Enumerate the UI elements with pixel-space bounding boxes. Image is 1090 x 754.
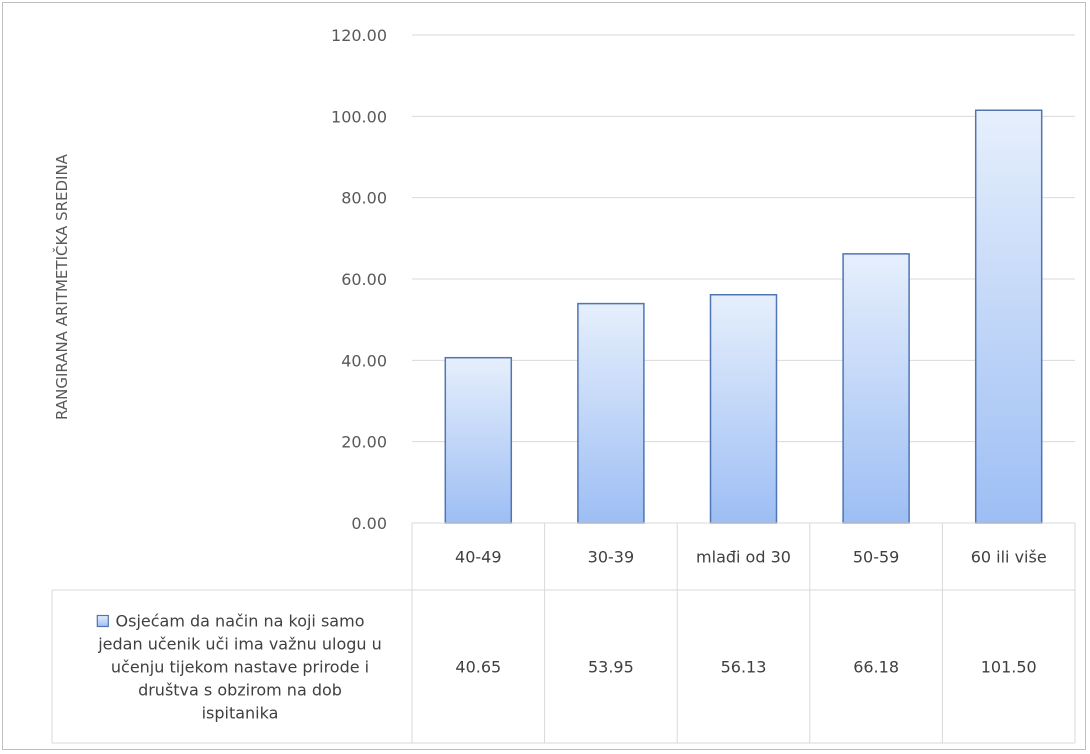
data-table: 40-49 30-39 mlađi od 30 50-59 60 ili više 40.… (51, 522, 1076, 744)
table-value: 56.13 (721, 658, 767, 677)
category-label: 60 ili više (971, 548, 1047, 567)
gridlines (412, 34, 1075, 443)
legend-marker (96, 614, 109, 628)
category-label: 50-59 (853, 548, 900, 567)
bar (444, 356, 513, 524)
table-value: 40.65 (455, 658, 501, 677)
y-tick-label: 40.00 (341, 351, 387, 370)
y-axis-ticks: 0.00 20.00 40.00 60.00 80.00 100.00 120.00 (331, 26, 387, 533)
y-tick-label: 60.00 (341, 270, 387, 289)
bar (842, 253, 910, 524)
table-value: 101.50 (981, 658, 1037, 677)
y-tick-label: 20.00 (341, 433, 387, 452)
table-value: 66.18 (853, 658, 899, 677)
category-label: 30-39 (588, 548, 635, 567)
y-tick-label: 100.00 (331, 107, 387, 126)
y-tick-label: 0.00 (351, 514, 387, 533)
bars (444, 109, 1043, 524)
legend-series-label: Osjećam da način na koji samo jedan učeni… (97, 612, 382, 723)
category-label: mlađi od 30 (696, 548, 791, 567)
y-tick-label: 80.00 (341, 189, 387, 208)
y-tick-label: 120.00 (331, 26, 387, 45)
table-value: 53.95 (588, 658, 634, 677)
legend: Osjećam da način na koji samo jedan učeni… (96, 612, 382, 723)
bar (709, 293, 778, 524)
bar (577, 302, 645, 524)
category-label: 40-49 (455, 548, 502, 567)
bar (974, 109, 1043, 524)
bar-chart: 0.00 20.00 40.00 60.00 80.00 100.00 120.00 RAN… (51, 26, 1076, 744)
y-axis-label: RANGIRANA ARITMETIČKA SREDINA (52, 153, 71, 420)
